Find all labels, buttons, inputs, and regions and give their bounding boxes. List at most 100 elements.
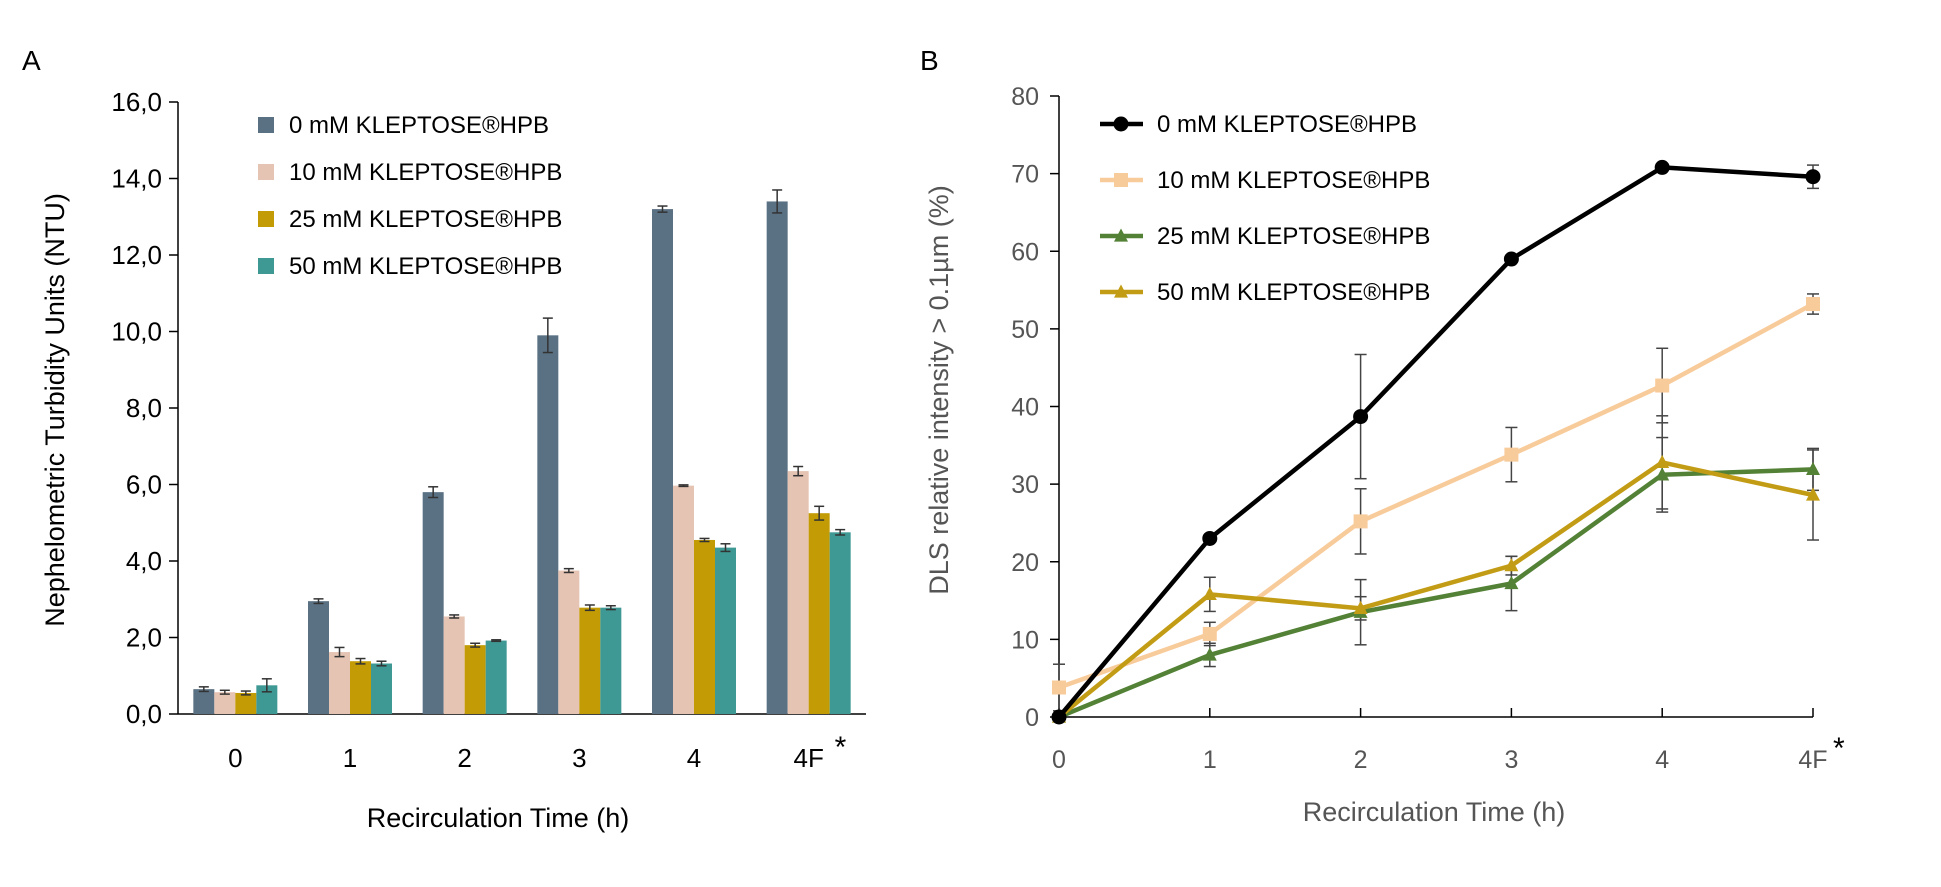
chart-a-bar: [350, 661, 371, 714]
chart-a-bar: [464, 645, 486, 714]
chart-a-bar: [193, 689, 215, 714]
chart-b-y-tick-label: 70: [1011, 161, 1039, 189]
chart-b-point: [1504, 575, 1519, 590]
chart-b-legend-label: 10 mM KLEPTOSE®HPB: [1157, 167, 1430, 194]
chart-a-x-tick-label: 1: [343, 743, 357, 773]
chart-b-y-tick-label: 30: [1011, 471, 1039, 499]
chart-b-point: [1805, 169, 1821, 185]
chart-b-point: [1052, 680, 1066, 695]
chart-b-ylabel: DLS relative intensity > 0.1µm (%): [924, 185, 954, 594]
chart-a-legend-label: 25 mM KLEPTOSE®HPB: [289, 206, 562, 233]
chart-b-point: [1806, 487, 1820, 501]
chart-b-y-tick-label: 0: [1025, 704, 1039, 732]
chart-b-x-tick-label: 4: [1655, 746, 1669, 774]
chart-a-x-tick-label: 3: [572, 743, 586, 773]
chart-a-bar: [371, 663, 392, 714]
chart-b-point: [1806, 461, 1820, 476]
chart-b-point: [1504, 447, 1519, 462]
chart-b-x-tick-label: 0: [1052, 746, 1066, 774]
chart-a-bar: [715, 547, 736, 714]
chart-a-bar: [443, 616, 465, 714]
chart-b-point: [1202, 626, 1217, 641]
chart-b-y-tick-label: 50: [1011, 316, 1039, 344]
chart-b-point: [1353, 409, 1369, 425]
chart-b-series-line: [1057, 165, 1814, 719]
panel-a-letter: A: [22, 45, 41, 76]
chart-a-bar: [694, 539, 715, 714]
chart-a-bar: [329, 652, 350, 714]
chart-b-point: [1353, 514, 1368, 529]
chart-a-xlabel: Recirculation Time (h): [367, 803, 630, 833]
chart-a-x-tick-label: 4: [687, 743, 701, 773]
chart-a-legend-swatch: [258, 211, 274, 227]
chart-b-x-tick-label: 1: [1203, 746, 1217, 774]
chart-b-y-tick-label: 40: [1011, 394, 1039, 422]
chart-a-legend-swatch: [258, 117, 274, 133]
chart-a-bar: [485, 640, 507, 714]
chart-b-series-line: [1057, 460, 1814, 719]
chart-b-y-tick-label: 20: [1011, 549, 1039, 577]
chart-b-point: [1655, 467, 1670, 481]
chart-b-category-mark: *: [1833, 732, 1845, 765]
chart-a-legend-label: 0 mM KLEPTOSE®HPB: [289, 112, 549, 139]
chart-a-bar: [829, 532, 851, 714]
chart-b-x-tick-label: 3: [1504, 746, 1518, 774]
chart-a-y-tick-label: 12,0: [111, 240, 162, 270]
chart-a-bar: [256, 685, 278, 714]
chart-a-legend-swatch: [258, 164, 274, 180]
chart-b-x-tick-label: 2: [1354, 746, 1368, 774]
chart-b-point: [1504, 558, 1519, 572]
chart-b-y-tick-label: 80: [1011, 83, 1039, 111]
chart-b-y-tick-label: 60: [1011, 238, 1039, 266]
chart-a-x-tick-label: 4F: [793, 743, 823, 773]
chart-b-point: [1202, 586, 1217, 601]
chart-b-point: [1202, 530, 1218, 546]
chart-b-y-tick-label: 10: [1011, 626, 1039, 654]
chart-a-legend-label: 10 mM KLEPTOSE®HPB: [289, 159, 562, 186]
chart-b-point: [1353, 600, 1368, 614]
chart-a-y-tick-label: 0,0: [126, 699, 162, 729]
chart-a-y-tick-label: 14,0: [111, 164, 162, 194]
chart-b-legend-label: 0 mM KLEPTOSE®HPB: [1157, 111, 1417, 138]
chart-a-bar: [235, 692, 257, 714]
chart-a-bar: [766, 201, 788, 714]
chart-a-x-tick-label: 0: [228, 743, 242, 773]
chart-b-point: [1051, 709, 1067, 725]
chart-a-bar: [422, 492, 444, 714]
chart-a-bar: [787, 471, 809, 714]
chart-b-point: [1114, 173, 1128, 187]
chart-a-y-tick-label: 4,0: [126, 546, 162, 576]
chart-b-point: [1113, 116, 1129, 132]
chart-b-point: [1114, 284, 1128, 298]
chart-b: Recirculation Time (h) DLS relative inte…: [924, 83, 1845, 827]
chart-a: Recirculation Time (h) Nephelometric Tur…: [40, 87, 866, 833]
chart-a-bar: [808, 513, 830, 714]
chart-a-bar: [673, 485, 694, 714]
chart-b-x-tick-label: 4F: [1798, 746, 1827, 774]
chart-b-point: [1806, 297, 1820, 312]
chart-a-bar: [579, 607, 601, 714]
chart-b-point: [1114, 228, 1128, 242]
chart-b-point: [1655, 378, 1670, 393]
chart-b-point: [1503, 251, 1519, 267]
chart-a-bar: [600, 607, 622, 714]
chart-a-y-tick-label: 16,0: [111, 87, 162, 117]
chart-b-point: [1655, 454, 1670, 469]
chart-a-y-tick-label: 10,0: [111, 317, 162, 347]
chart-b-series-line: [1058, 467, 1814, 720]
chart-a-y-tick-label: 2,0: [126, 623, 162, 653]
chart-b-series-line: [1058, 302, 1815, 690]
chart-b-point: [1202, 647, 1217, 661]
chart-a-y-tick-label: 8,0: [126, 393, 162, 423]
chart-a-legend-swatch: [258, 258, 274, 274]
panel-b-letter: B: [920, 45, 939, 76]
chart-a-bar: [214, 692, 236, 714]
chart-b-legend-label: 50 mM KLEPTOSE®HPB: [1157, 279, 1430, 306]
chart-a-legend-label: 50 mM KLEPTOSE®HPB: [289, 253, 562, 280]
chart-b-xlabel: Recirculation Time (h): [1303, 797, 1566, 827]
chart-a-bar: [652, 209, 673, 714]
chart-a-bar: [537, 335, 559, 714]
chart-a-x-tick-label: 2: [457, 743, 471, 773]
chart-a-category-mark: *: [835, 731, 847, 764]
chart-b-legend-label: 25 mM KLEPTOSE®HPB: [1157, 223, 1430, 250]
